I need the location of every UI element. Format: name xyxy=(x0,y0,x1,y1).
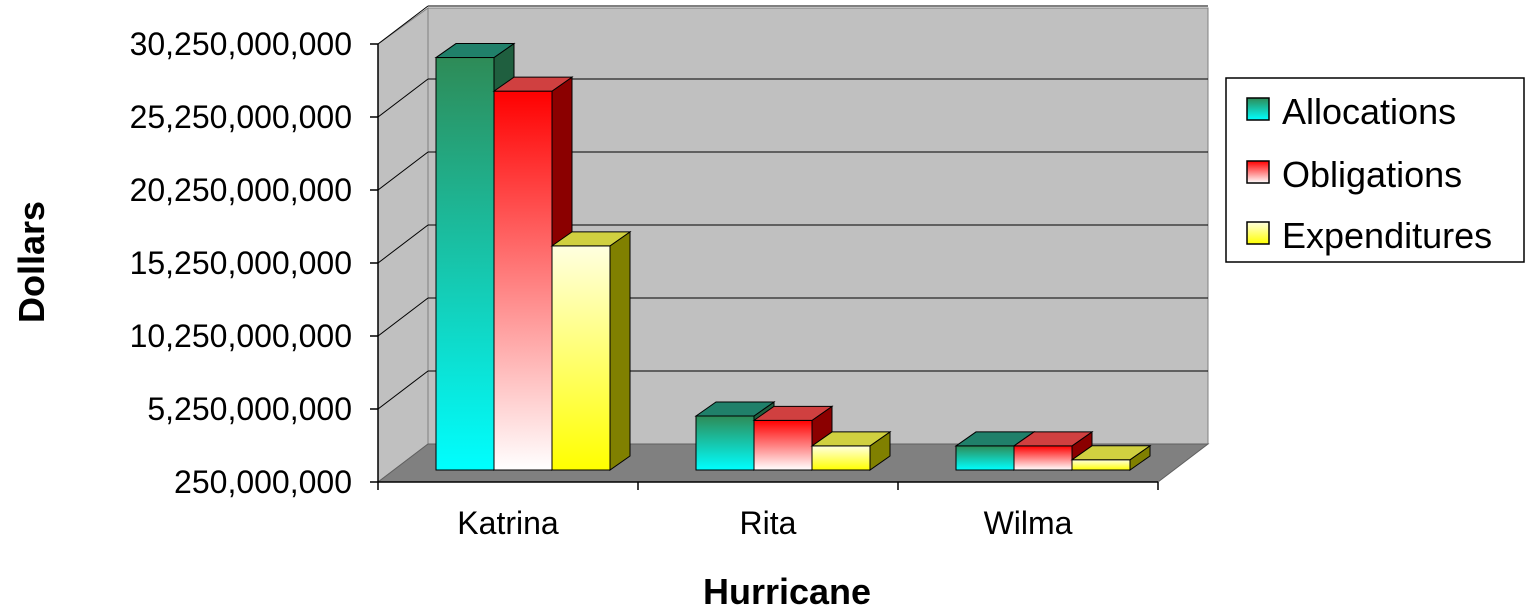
y-tick-label: 25,250,000,000 xyxy=(130,99,352,135)
legend-label-allocations: Allocations xyxy=(1282,91,1456,132)
x-tick-label-katrina: Katrina xyxy=(457,505,559,541)
y-axis-ticks: 250,000,000 5,250,000,000 10,250,000,000 15… xyxy=(130,26,378,500)
gridline-side xyxy=(377,151,429,191)
bars-group xyxy=(434,42,1152,471)
y-axis-title: Dollars xyxy=(11,201,52,323)
x-tick-label-rita: Rita xyxy=(740,505,797,541)
chart-side-wall xyxy=(377,7,429,484)
y-tick-label: 30,250,000,000 xyxy=(130,26,352,62)
legend-label-expenditures: Expenditures xyxy=(1282,215,1492,256)
gridline-side xyxy=(377,297,429,337)
y-tick-label: 20,250,000,000 xyxy=(130,172,352,208)
gridline-side xyxy=(377,370,429,410)
y-tick-label: 10,250,000,000 xyxy=(130,318,352,354)
x-tick-label-wilma: Wilma xyxy=(984,505,1073,541)
bar-obligations-rita xyxy=(752,405,834,471)
legend-box xyxy=(1225,77,1525,263)
bar-expenditures-katrina xyxy=(550,230,632,471)
x-axis-labels: Katrina Rita Wilma xyxy=(377,482,1159,541)
y-tick-label: 250,000,000 xyxy=(174,464,352,500)
gridline-side xyxy=(377,78,429,118)
bar-expenditures-wilma xyxy=(1070,444,1152,471)
y-tick-label: 15,250,000,000 xyxy=(130,245,352,281)
legend-swatch-expenditures xyxy=(1246,221,1270,245)
x-axis-title: Hurricane xyxy=(703,571,871,612)
gridline-side xyxy=(377,5,429,45)
legend-label-obligations: Obligations xyxy=(1282,154,1462,195)
legend-swatch-allocations xyxy=(1246,97,1270,121)
legend: Allocations Obligations Expenditures xyxy=(1225,77,1525,263)
legend-swatch-obligations xyxy=(1246,160,1270,184)
y-tick-label: 5,250,000,000 xyxy=(147,391,352,427)
gridline-side xyxy=(377,224,429,264)
bar-expenditures-rita xyxy=(810,430,892,471)
